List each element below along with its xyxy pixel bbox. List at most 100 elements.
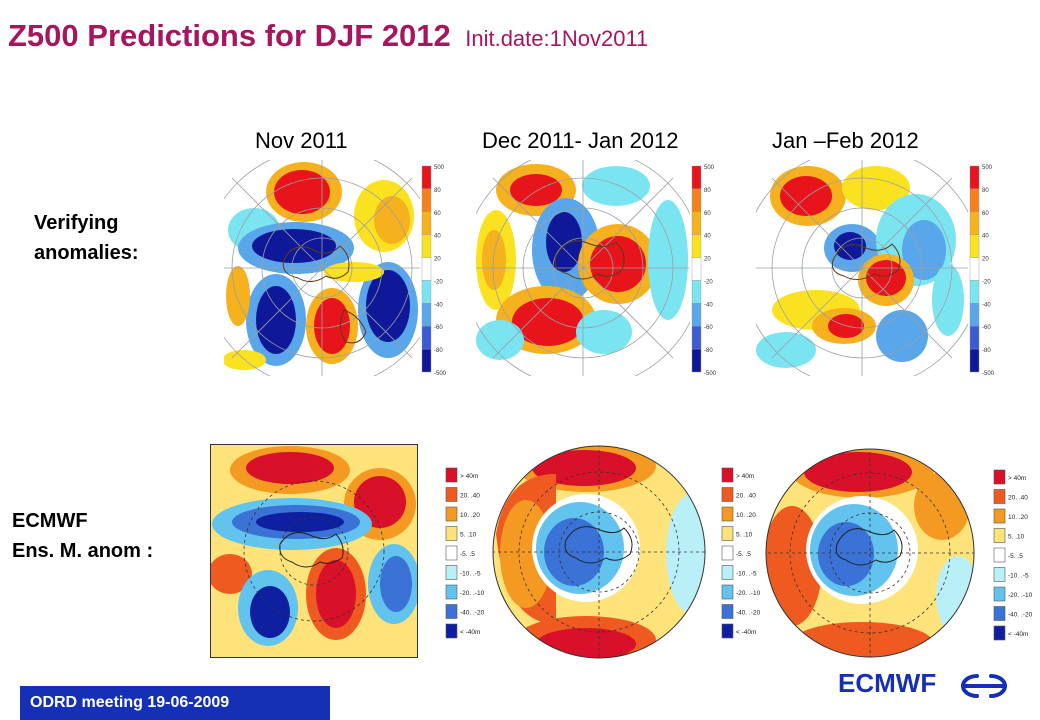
row-label-verifying-line1: Verifying (34, 212, 119, 234)
legend-color-swatch (691, 257, 702, 281)
title-init-date: Init.date:1Nov2011 (465, 26, 649, 51)
legend-tick-label: -40 (434, 302, 443, 308)
legend-tick-label: 60 (704, 211, 711, 217)
legend-color-swatch (969, 234, 980, 258)
legend-color-swatch (421, 257, 432, 281)
legend-range-label: < -40m (1008, 631, 1028, 638)
legend-range-label: -40. .-20 (460, 610, 484, 617)
legend-color-swatch (721, 506, 734, 522)
legend-tick-label: 60 (434, 211, 441, 217)
legend-range-label: -10. .-5 (1008, 573, 1029, 580)
legend-color-swatch (993, 567, 1006, 582)
legend-color-swatch (721, 584, 734, 600)
legend-tick-label: -80 (434, 348, 443, 354)
legend-color-swatch (445, 545, 458, 561)
legend-color-swatch (969, 257, 980, 281)
page-title: Z500 Predictions for DJF 2012 Init.date:… (8, 18, 648, 54)
legend-tick-label: 80 (982, 188, 989, 194)
legend-top-3: 500 80 60 40 20 -20 -40 -60 -80 -500 (969, 165, 995, 376)
legend-color-swatch (993, 606, 1006, 621)
legend-color-swatch (421, 280, 432, 304)
legend-range-label: 10. .20 (1008, 514, 1028, 521)
legend-tick-label: 20 (434, 257, 441, 263)
legend-range-label: -10. .-5 (736, 571, 757, 578)
legend-color-swatch (691, 188, 702, 212)
legend-color-swatch (993, 625, 1006, 641)
legend-color-swatch (993, 528, 1006, 543)
ecmwf-logo-icon (961, 674, 1007, 698)
legend-color-swatch (445, 487, 458, 502)
legend-range-label: < -40m (736, 629, 756, 636)
legend-tick-label: -40 (704, 302, 713, 308)
legend-tick-label: 40 (982, 234, 989, 240)
legend-color-swatch (691, 234, 702, 258)
legend-tick-label: 60 (982, 211, 989, 217)
verifying-map-nov-2011 (224, 160, 420, 376)
verifying-map-jan-feb (756, 160, 968, 376)
legend-range-label: 20. .40 (460, 493, 480, 500)
legend-color-swatch (969, 165, 980, 190)
legend-tick-label: -500 (434, 371, 447, 376)
legend-color-swatch (721, 526, 734, 541)
legend-color-swatch (421, 188, 432, 212)
legend-tick-label: -20 (982, 279, 991, 285)
verifying-map-dec-jan (476, 160, 690, 376)
legend-color-swatch (691, 280, 702, 304)
legend-tick-label: 80 (704, 188, 711, 194)
legend-tick-label: -20 (704, 279, 713, 285)
legend-color-swatch (421, 211, 432, 235)
legend-range-label: -20. .-10 (460, 590, 484, 597)
legend-color-swatch (445, 584, 458, 600)
legend-range-label: > 40m (460, 473, 478, 480)
row-label-ensemble-line2: Ens. M. anom : (12, 540, 154, 562)
legend-range-label: 5. .10 (460, 532, 477, 539)
legend-color-swatch (691, 211, 702, 235)
legend-color-swatch (969, 303, 980, 327)
legend-color-swatch (721, 565, 734, 580)
legend-color-swatch (993, 586, 1006, 602)
legend-top-1: 500 80 60 40 20 -20 -40 -60 -80 -500 (421, 165, 447, 376)
legend-tick-label: 500 (434, 165, 445, 171)
ensemble-map-jan-feb (762, 446, 978, 660)
legend-range-label: -20. .-10 (1008, 592, 1032, 599)
legend-color-swatch (445, 623, 458, 639)
ecmwf-brand-text: ECMWF (838, 668, 937, 698)
legend-tick-label: -80 (704, 348, 713, 354)
legend-bottom-3: > 40m 20. .40 10. .20 5. .10 -5. .5 -10. .-5 -… (993, 469, 1032, 641)
legend-range-label: 5. .10 (736, 532, 753, 539)
legend-color-swatch (969, 188, 980, 212)
ensemble-map-nov-2011 (210, 444, 418, 658)
legend-tick-label: -40 (982, 302, 991, 308)
row-label-ensemble: ECMWF Ens. M. anom : (12, 506, 153, 566)
row-label-verifying-line2: anomalies: (34, 242, 139, 264)
legend-color-swatch (445, 467, 458, 483)
footer-meeting-text: ODRD meeting 19-06-2009 (30, 694, 230, 711)
title-main: Z500 Predictions for DJF 2012 (8, 18, 451, 53)
legend-bottom-2: > 40m 20. .40 10. .20 5. .10 -5. .5 -10. .-5 -… (721, 467, 760, 639)
legend-color-swatch (721, 623, 734, 639)
row-label-ensemble-line1: ECMWF (12, 510, 88, 532)
legend-tick-label: 20 (982, 257, 989, 263)
legend-tick-label: -60 (704, 325, 713, 331)
legend-color-swatch (721, 467, 734, 483)
legend-color-swatch (969, 348, 980, 373)
column-header-dec-jan: Dec 2011- Jan 2012 (482, 128, 679, 153)
legend-range-label: -20. .-10 (736, 590, 760, 597)
legend-color-swatch (445, 565, 458, 580)
legend-range-label: -40. .-20 (1008, 612, 1032, 619)
legend-range-label: > 40m (1008, 475, 1026, 482)
legend-range-label: 5. .10 (1008, 534, 1025, 541)
footer-bar (20, 686, 330, 720)
legend-color-swatch (691, 326, 702, 350)
legend-color-swatch (445, 506, 458, 522)
legend-color-swatch (993, 469, 1006, 485)
column-header-jan-feb: Jan –Feb 2012 (772, 128, 919, 153)
legend-color-swatch (691, 165, 702, 190)
legend-color-swatch (421, 326, 432, 350)
legend-color-swatch (421, 303, 432, 327)
row-label-verifying: Verifying anomalies: (34, 208, 138, 268)
legend-tick-label: -80 (982, 348, 991, 354)
legend-range-label: -5. .5 (736, 551, 751, 558)
legend-tick-label: -60 (982, 325, 991, 331)
legend-tick-label: -500 (704, 371, 717, 376)
